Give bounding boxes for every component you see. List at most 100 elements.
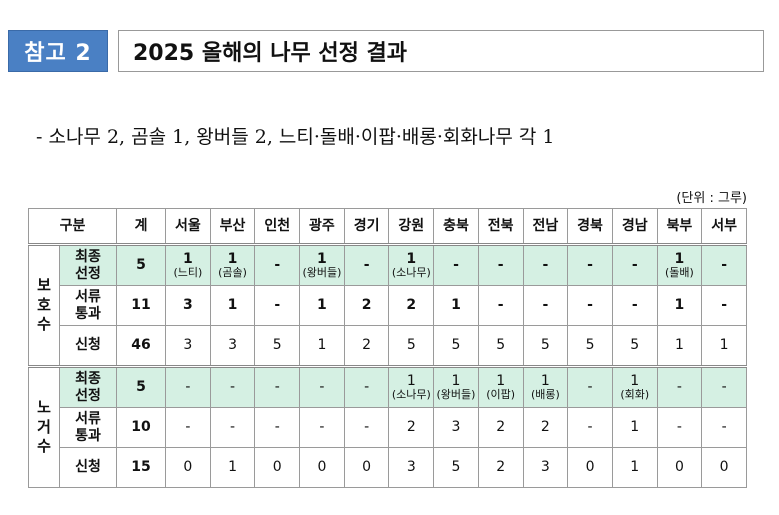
cell-value: - — [721, 419, 727, 436]
value-cell: - — [656, 365, 703, 408]
cell-value: 0 — [272, 459, 282, 476]
column-header: 부산 — [209, 208, 256, 246]
value-cell: - — [343, 407, 390, 448]
value-cell: 1 — [656, 325, 703, 367]
cell-value: - — [185, 419, 191, 436]
cell-value: - — [587, 297, 593, 314]
value-cell: - — [433, 244, 479, 286]
value-cell: 2 — [388, 407, 435, 448]
row-label-cell: 서류통과 — [58, 407, 118, 448]
unit-label: (단위 : 그루) — [676, 191, 747, 206]
cell-value: 5 — [540, 337, 550, 354]
cell-value: - — [274, 297, 281, 314]
value-cell: 2 — [388, 285, 435, 326]
cell-value: - — [631, 297, 638, 314]
cell-value: 1 — [496, 373, 506, 390]
value-cell: 1 — [611, 407, 658, 448]
cell-value: 0 — [719, 459, 729, 476]
value-cell: - — [254, 407, 301, 448]
value-cell: 1 (소나무) — [388, 244, 435, 286]
value-cell: 5 — [433, 447, 479, 488]
group-label: 노거수 — [37, 398, 51, 456]
cell-value: - — [185, 379, 191, 396]
cell-value: - — [676, 419, 682, 436]
value-cell: 5 — [254, 325, 301, 367]
value-cell: - — [209, 365, 256, 408]
value-cell: - — [567, 244, 613, 286]
value-cell: 2 — [343, 325, 390, 367]
cell-value: 0 — [317, 459, 327, 476]
value-cell: - — [701, 285, 747, 326]
cell-value: 5 — [451, 459, 461, 476]
cell-value: 3 — [183, 337, 193, 354]
cell-value: - — [230, 419, 236, 436]
cell-value: 2 — [361, 297, 372, 314]
value-cell: 1 — [209, 447, 256, 488]
cell-note: (회화) — [620, 388, 650, 402]
value-cell: 3 — [209, 325, 256, 367]
cell-note: (돌배) — [665, 266, 694, 280]
value-cell: 1 — [299, 325, 345, 367]
cell-value: 1 — [406, 373, 416, 390]
total-cell: 46 — [116, 325, 167, 367]
column-header: 인천 — [254, 208, 301, 246]
cell-value: 5 — [451, 337, 461, 354]
cell-value: - — [274, 257, 281, 274]
row-label: 신청 — [75, 337, 101, 354]
row-label-cell: 신청 — [58, 325, 118, 367]
cell-value: - — [363, 257, 370, 274]
value-cell: - — [701, 407, 747, 448]
value-cell: 1 (소나무) — [388, 365, 435, 408]
column-header: 전북 — [477, 208, 524, 246]
table-row: 서류통과 11 3 1 - 1 2 2 1 - - - - 1 - — [29, 285, 747, 326]
header-row: 구분 계 서울 부산 인천 광주 경기 강원 충북 전북 전남 경북 경남 북부 서부 — [27, 208, 747, 246]
cell-value: 1 — [630, 459, 640, 476]
cell-value: 5 — [272, 337, 282, 354]
cell-value: 1 — [451, 297, 461, 314]
value-cell: - — [299, 407, 345, 448]
value-cell: - — [701, 244, 747, 286]
cell-value: 0 — [585, 459, 595, 476]
total-cell: 10 — [116, 407, 167, 448]
cell-note: (소나무) — [391, 266, 431, 280]
cell-value: 1 — [406, 251, 417, 268]
row-label-cell: 최종선정 — [58, 365, 118, 408]
cell-value: 5 — [406, 337, 416, 354]
cell-value: 2 — [406, 297, 417, 314]
value-cell: - — [567, 285, 613, 326]
cell-value: 1 — [674, 297, 685, 314]
value-cell: 0 — [165, 447, 211, 488]
cell-value: - — [631, 257, 638, 274]
cell-value: 1 — [674, 337, 684, 354]
cell-note: (배롱) — [530, 388, 560, 402]
cell-value: - — [587, 419, 593, 436]
cell-value: 1 — [540, 373, 550, 390]
cell-value: - — [542, 297, 549, 314]
value-cell: - — [165, 407, 211, 448]
total-cell: 5 — [116, 244, 167, 286]
cell-value: 2 — [362, 337, 372, 354]
cell-value: 1 — [317, 251, 327, 268]
column-header: 계 — [116, 208, 167, 246]
value-cell: 1 (왕버들) — [433, 365, 479, 408]
value-cell: 2 — [522, 407, 569, 448]
value-cell: 0 — [343, 447, 390, 488]
value-cell: - — [567, 365, 613, 408]
value-cell: 1 (곰솔) — [209, 244, 256, 286]
cell-value: 1 — [451, 373, 461, 390]
row-label-cell: 신청 — [58, 447, 118, 488]
cell-value: - — [274, 379, 280, 396]
value-cell: - — [611, 285, 658, 326]
table-row: 신청 46 3 3 5 1 2 5 5 5 5 5 5 1 1 — [29, 325, 747, 367]
cell-value: 1 — [182, 251, 193, 268]
value-cell: 5 — [567, 325, 613, 367]
value-cell: 1 (느티) — [165, 244, 211, 286]
value-cell: - — [567, 407, 613, 448]
cell-value: 2 — [540, 419, 550, 436]
value-cell: - — [209, 407, 256, 448]
group-label: 보호수 — [37, 276, 51, 334]
group-cell: 노거수 — [28, 365, 60, 488]
cell-note: (이팝) — [486, 388, 516, 402]
value-cell: 0 — [254, 447, 301, 488]
value-cell: 3 — [165, 325, 211, 367]
